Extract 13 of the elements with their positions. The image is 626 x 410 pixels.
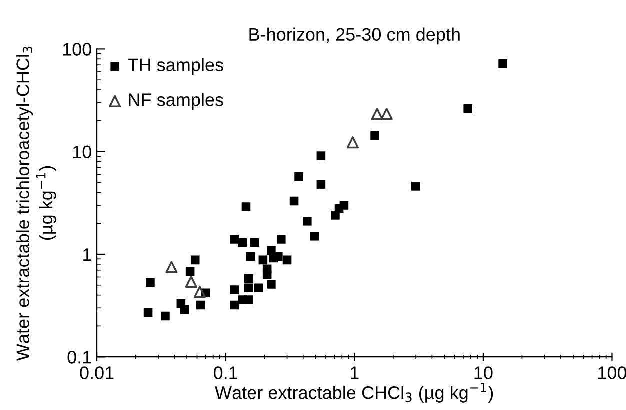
y-tick-label: 0.1 <box>68 351 92 364</box>
x-tick-label: 1 <box>350 366 359 380</box>
x-axis-title: Water extractable CHCl$_{3}$ (µg kg$^{−1}$) <box>215 382 494 403</box>
y-tick-label: 100 <box>63 43 92 56</box>
legend-label: NF samples <box>129 93 224 110</box>
legend-label: TH samples <box>128 58 224 76</box>
chart-title: B-horizon, 25-30 cm depth <box>250 28 460 45</box>
y-tick-label: 10 <box>73 146 92 159</box>
x-tick-label: 10 <box>474 366 493 380</box>
y-tick-label: 1 <box>84 248 92 262</box>
x-tick-label: 0.1 <box>214 366 238 380</box>
x-tick-label: 0.01 <box>80 366 114 380</box>
text: Water extractable trichloroacetyl-CHCl$_{3}$ (µg kg$^{−1}$) <box>16 46 56 361</box>
